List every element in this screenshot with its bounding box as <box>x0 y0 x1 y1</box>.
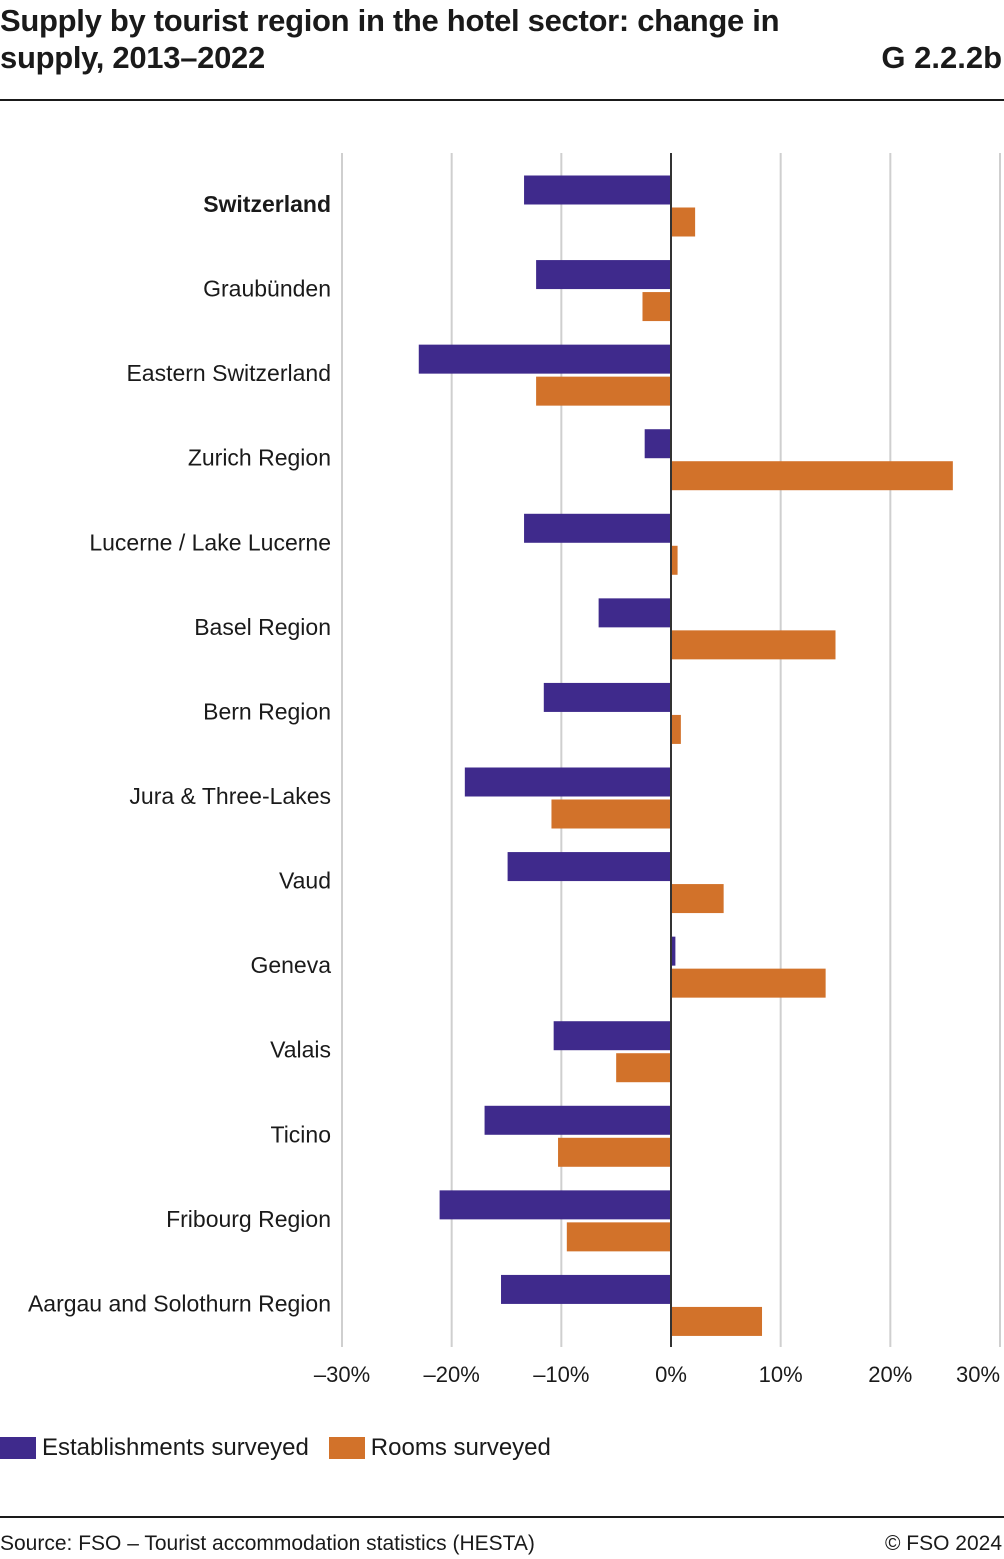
bar-rooms <box>671 968 826 998</box>
bar-establishments <box>464 767 671 797</box>
bar-establishments <box>536 260 671 290</box>
footer-rule <box>0 1516 1004 1518</box>
bar-establishments <box>439 1190 671 1220</box>
bar-rooms <box>671 714 681 744</box>
bar-establishments <box>543 682 671 712</box>
bar-rooms <box>671 630 836 660</box>
bar-establishments <box>524 513 671 543</box>
bar-establishments <box>507 852 671 882</box>
source-note: Source: FSO – Tourist accommodation stat… <box>0 1532 535 1555</box>
bar-rooms <box>671 545 678 575</box>
category-label: Lucerne / Lake Lucerne <box>89 529 331 555</box>
bar-rooms <box>566 1222 671 1252</box>
bar-rooms <box>551 799 671 829</box>
bar-rooms <box>671 461 953 491</box>
x-tick-label: 0% <box>655 1362 687 1387</box>
x-tick-label: 20% <box>868 1362 912 1387</box>
category-label: Geneva <box>250 952 331 978</box>
bar-establishments <box>418 344 671 374</box>
category-label: Switzerland <box>203 191 331 217</box>
category-label: Vaud <box>279 868 331 894</box>
bar-establishments <box>671 936 676 966</box>
category-label: Eastern Switzerland <box>126 360 331 386</box>
legend-item-establishments: Establishments surveyed <box>0 1434 309 1462</box>
bar-establishments <box>553 1021 671 1051</box>
bar-establishments <box>644 429 671 459</box>
legend-label-establishments: Establishments surveyed <box>42 1434 309 1461</box>
chart-title: Supply by tourist region in the hotel se… <box>0 3 780 75</box>
legend: Establishments surveyed Rooms surveyed <box>0 1434 571 1462</box>
bar-rooms <box>536 376 671 406</box>
category-label: Valais <box>270 1037 331 1063</box>
category-label: Graubünden <box>203 276 331 302</box>
bar-rooms <box>616 1053 671 1083</box>
bar-rooms <box>642 292 671 322</box>
category-label: Jura & Three-Lakes <box>129 783 331 809</box>
category-label: Zurich Region <box>188 445 331 471</box>
bar-establishments <box>484 1105 671 1135</box>
bar-establishments <box>524 175 671 205</box>
legend-swatch-establishments <box>0 1437 36 1459</box>
bar-rooms <box>671 207 696 237</box>
x-tick-label: 10% <box>759 1362 803 1387</box>
legend-item-rooms: Rooms surveyed <box>328 1434 551 1462</box>
bar-establishments <box>501 1274 671 1304</box>
category-label: Aargau and Solothurn Region <box>28 1290 331 1316</box>
header-rule <box>0 99 1004 101</box>
x-tick-label: 30% <box>956 1362 1000 1387</box>
legend-swatch-rooms <box>328 1437 365 1459</box>
bar-rooms <box>558 1137 671 1167</box>
category-label: Fribourg Region <box>166 1206 331 1232</box>
chart-code: G 2.2.2b <box>881 40 1002 75</box>
x-tick-label: –10% <box>533 1362 589 1387</box>
x-tick-label: –30% <box>314 1362 370 1387</box>
bar-rooms <box>671 1306 763 1336</box>
category-label: Bern Region <box>203 698 331 724</box>
bar-chart: Switzerland Graubünden Eastern Switzerland… <box>28 153 1001 1387</box>
copyright: © FSO 2024 <box>884 1532 1002 1555</box>
x-tick-label: –20% <box>424 1362 480 1387</box>
category-label: Ticino <box>271 1121 332 1147</box>
bar-establishments <box>598 598 671 628</box>
legend-label-rooms: Rooms surveyed <box>370 1434 551 1461</box>
bar-rooms <box>671 884 724 914</box>
category-label: Basel Region <box>194 614 331 640</box>
